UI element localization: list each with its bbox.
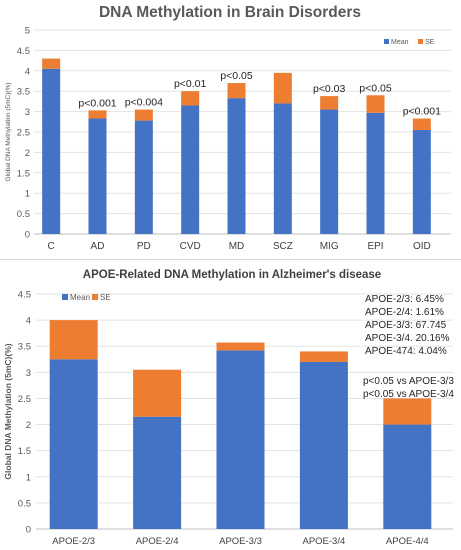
chart1-bar-mean xyxy=(320,109,339,234)
chart2-ytick-label: 3 xyxy=(26,368,31,379)
chart1-xtick-label: C xyxy=(48,241,55,252)
chart1-legend-swatch-mean xyxy=(384,39,389,44)
chart1-bar-se xyxy=(273,72,292,104)
chart1-bar-mean xyxy=(227,98,246,234)
chart2-ytick-label: 0 xyxy=(26,525,31,536)
chart1-xtick-label: AD xyxy=(91,241,105,252)
chart2-frequency-note: APOE-3/3: 67.745 xyxy=(365,320,447,331)
chart2-ytick-label: 3.5 xyxy=(18,342,31,353)
chart1-xtick-label: MD xyxy=(229,241,245,252)
chart2-frequency-note: APOE-2/4: 1.61% xyxy=(365,307,444,318)
chart1-xtick-label: OID xyxy=(413,241,431,252)
chart1-ytick-label: 1.5 xyxy=(17,168,30,179)
chart2-pvalue-annotation: p<0.05 vs APOE-3/4 xyxy=(363,389,454,400)
chart1-ytick-label: 4 xyxy=(25,66,30,77)
chart1-xtick-label: MIG xyxy=(320,241,339,252)
chart2-bar-se xyxy=(133,369,182,417)
chart2-bar-mean xyxy=(216,350,265,529)
chart1-bar-se xyxy=(227,83,246,99)
chart-apoe-methylation: APOE-Related DNA Methylation in Alzheime… xyxy=(3,269,454,547)
chart2-legend-swatch-se xyxy=(92,294,98,300)
chart1-ytick-label: 3 xyxy=(25,107,30,118)
chart1-bar-se xyxy=(88,110,107,119)
chart2-title: APOE-Related DNA Methylation in Alzheime… xyxy=(83,269,381,281)
chart1-bar-mean xyxy=(412,129,431,234)
chart1-bar-se xyxy=(320,96,339,110)
chart2-ylabel: Global DNA Methylation (5mC)(%) xyxy=(3,343,13,479)
chart2-xtick-label: APOE-4/4 xyxy=(386,536,429,547)
chart1-bar-mean xyxy=(42,68,61,234)
chart1-legend-swatch-se xyxy=(418,39,423,44)
chart1-legend-label: Mean xyxy=(391,39,409,46)
chart1-pvalue-annotation: p<0.03 xyxy=(313,83,346,95)
chart1-ytick-label: 1 xyxy=(25,189,30,200)
chart1-ytick-label: 5 xyxy=(25,26,30,37)
chart2-xtick-label: APOE-2/3 xyxy=(52,536,95,547)
chart2-ytick-label: 1.5 xyxy=(18,446,31,457)
chart1-pvalue-annotation: p<0.001 xyxy=(78,97,116,109)
chart1-ytick-label: 0 xyxy=(25,230,30,241)
chart2-bar-mean xyxy=(383,424,432,529)
chart1-ytick-label: 0.5 xyxy=(17,209,30,220)
chart-divider xyxy=(0,259,461,260)
chart1-bar-se xyxy=(134,109,153,121)
chart2-bar-se xyxy=(216,342,265,351)
chart1-xtick-label: PD xyxy=(137,241,151,252)
chart2-bar-mean xyxy=(299,361,348,529)
chart2-ytick-label: 4 xyxy=(26,316,31,327)
chart2-ytick-label: 4.5 xyxy=(18,290,31,301)
chart-brain-disorders: DNA Methylation in Brain Disorders 0 0.5 1 1… xyxy=(5,4,451,252)
chart1-ytick-label: 4.5 xyxy=(17,46,30,57)
chart1-bar-se xyxy=(366,95,385,113)
chart1-bar-mean xyxy=(366,112,385,234)
chart2-legend-label: Mean xyxy=(70,293,90,302)
chart2-ytick-label: 2.5 xyxy=(18,394,31,405)
chart1-xtick-label: SCZ xyxy=(273,241,293,252)
chart1-bar-mean xyxy=(273,103,292,234)
chart1-pvalue-annotation: p<0.001 xyxy=(403,106,441,118)
chart1-bar-mean xyxy=(134,120,153,234)
chart1-legend-label: SE xyxy=(425,39,435,46)
chart1-bar-mean xyxy=(181,105,200,234)
chart2-frequency-note: APOE-474: 4.04% xyxy=(365,346,447,357)
chart2-frequency-note: APOE-3/4. 20.16% xyxy=(365,333,450,344)
chart1-ytick-label: 2.5 xyxy=(17,128,30,139)
chart2-ytick-label: 0.5 xyxy=(18,498,31,509)
chart1-title: DNA Methylation in Brain Disorders xyxy=(99,4,361,21)
chart1-xtick-label: EPI xyxy=(367,241,383,252)
chart2-ytick-label: 1 xyxy=(26,472,31,483)
chart1-pvalue-annotation: p<0.01 xyxy=(174,78,207,90)
chart1-ytick-label: 3.5 xyxy=(17,87,30,98)
chart2-bar-se xyxy=(299,351,348,362)
chart2-bar-se xyxy=(383,398,432,425)
chart2-legend-swatch-mean xyxy=(62,294,68,300)
chart2-ytick-label: 2 xyxy=(26,420,31,431)
chart2-frequency-note: APOE-2/3: 6.45% xyxy=(365,294,444,305)
chart1-xtick-label: CVD xyxy=(180,241,201,252)
chart2-xtick-label: APOE-3/3 xyxy=(219,536,262,547)
chart1-pvalue-annotation: p<0.05 xyxy=(220,70,253,82)
chart2-xtick-label: APOE-2/4 xyxy=(136,536,179,547)
chart1-bar-se xyxy=(181,91,200,106)
chart1-pvalue-annotation: p<0.05 xyxy=(359,82,392,94)
chart2-bar-se xyxy=(49,320,98,360)
chart2-legend-label: SE xyxy=(100,293,111,302)
chart2-bar-mean xyxy=(49,359,98,529)
chart1-ylabel: Global DNA Methylation (5mC)(%) xyxy=(5,83,12,182)
chart1-ytick-label: 2 xyxy=(25,148,30,159)
chart1-bar-mean xyxy=(88,118,107,234)
chart1-bar-se xyxy=(412,118,431,130)
chart2-pvalue-annotation: p<0.05 vs APOE-3/3 xyxy=(363,376,454,387)
chart1-pvalue-annotation: p<0.004 xyxy=(125,97,163,109)
chart1-bar-se xyxy=(42,58,61,69)
chart2-bar-mean xyxy=(133,416,182,529)
chart2-xtick-label: APOE-3/4 xyxy=(303,536,346,547)
